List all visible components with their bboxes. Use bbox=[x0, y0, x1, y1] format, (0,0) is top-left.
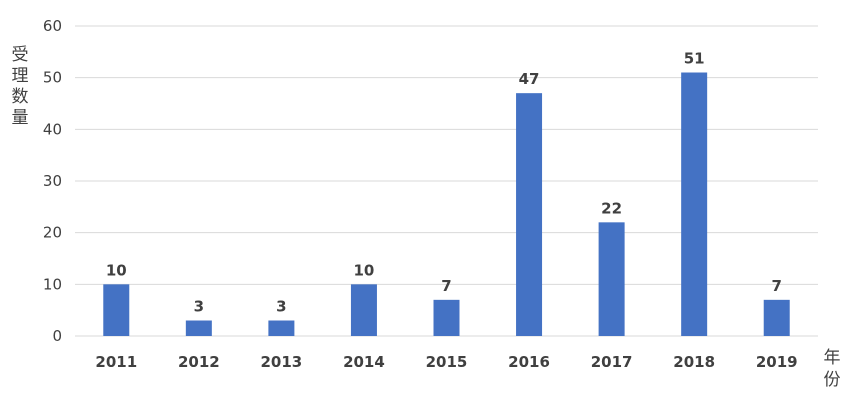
x-tick-label: 2014 bbox=[343, 353, 385, 371]
x-tick-label: 2012 bbox=[178, 353, 220, 371]
y-axis-ticks: 0 10 20 30 40 50 60 bbox=[43, 17, 62, 345]
x-axis-label: 年份 bbox=[824, 348, 841, 390]
data-label: 3 bbox=[276, 298, 286, 316]
data-labels: 10 3 3 10 7 47 22 51 7 bbox=[106, 50, 782, 316]
bar bbox=[185, 320, 212, 336]
data-label: 51 bbox=[684, 50, 705, 68]
x-axis-label-char: 份 bbox=[824, 370, 841, 390]
x-tick-label: 2018 bbox=[673, 353, 715, 371]
x-axis-ticks: 2011 2012 2013 2014 2015 2016 2017 2018 2019 bbox=[95, 353, 797, 371]
y-axis-label-char: 理 bbox=[12, 66, 29, 86]
y-axis-label-char: 受 bbox=[12, 45, 29, 65]
y-tick-label: 20 bbox=[43, 224, 62, 242]
data-label: 47 bbox=[519, 70, 540, 88]
x-axis-label-char: 年 bbox=[824, 348, 841, 368]
data-label: 3 bbox=[194, 298, 204, 316]
bar bbox=[268, 320, 295, 336]
y-axis-label-char: 量 bbox=[12, 108, 29, 128]
x-tick-label: 2011 bbox=[95, 353, 137, 371]
x-tick-label: 2013 bbox=[261, 353, 303, 371]
bar bbox=[516, 93, 543, 337]
data-label: 10 bbox=[106, 261, 127, 279]
data-label: 10 bbox=[354, 261, 375, 279]
y-tick-label: 50 bbox=[43, 69, 62, 87]
y-tick-label: 30 bbox=[43, 172, 62, 190]
data-label: 22 bbox=[601, 199, 622, 217]
y-tick-label: 0 bbox=[52, 327, 62, 345]
bars bbox=[103, 72, 790, 337]
bar bbox=[598, 222, 625, 336]
y-tick-label: 40 bbox=[43, 120, 62, 138]
x-tick-label: 2016 bbox=[508, 353, 550, 371]
bar bbox=[681, 72, 708, 336]
x-tick-label: 2015 bbox=[426, 353, 468, 371]
gridlines bbox=[75, 25, 818, 337]
bar bbox=[763, 299, 790, 336]
bar bbox=[103, 284, 130, 336]
x-tick-label: 2017 bbox=[591, 353, 633, 371]
bar bbox=[350, 284, 377, 336]
data-label: 7 bbox=[772, 277, 782, 295]
x-tick-label: 2019 bbox=[756, 353, 798, 371]
y-axis-label-char: 数 bbox=[12, 87, 29, 107]
data-label: 7 bbox=[441, 277, 451, 295]
bar bbox=[433, 299, 460, 336]
y-tick-label: 10 bbox=[43, 275, 62, 293]
y-tick-label: 60 bbox=[43, 17, 62, 35]
